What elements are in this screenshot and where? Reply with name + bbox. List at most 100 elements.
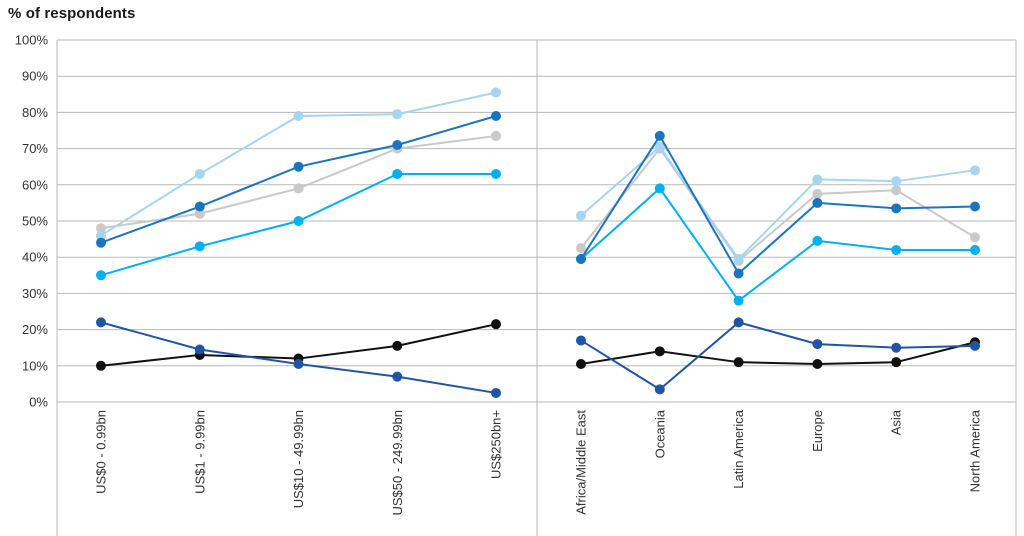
black-series-point [733, 357, 744, 368]
light-blue-series-point [576, 210, 586, 221]
gray-series-point [891, 185, 902, 196]
light-blue-series-point [970, 165, 980, 176]
black-series-point [891, 357, 902, 368]
panel-borders [56, 40, 1017, 536]
black-series-point [654, 346, 665, 357]
gray-series-point [812, 188, 823, 199]
y-axis-tick-label: 0% [29, 395, 48, 410]
light-blue-series-point [654, 141, 665, 152]
cyan-series-point [392, 168, 403, 179]
panel-2-gray-series [576, 143, 980, 266]
navy-series-point [891, 342, 902, 353]
blue-series-point [293, 161, 304, 172]
navy-series-point [812, 339, 823, 350]
y-axis-tick-label: 10% [22, 358, 48, 373]
gray-series-point [293, 183, 304, 194]
cyan-series-point [891, 244, 902, 255]
navy-series-point [970, 340, 980, 351]
panel-2-navy-series [576, 317, 980, 395]
black-series-line [580, 341, 976, 365]
blue-series-point [733, 268, 744, 279]
navy-series-point [96, 317, 106, 328]
navy-series-line [580, 321, 976, 391]
blue-series-point [891, 203, 902, 214]
black-series-point [576, 358, 586, 369]
navy-series-point [733, 317, 744, 328]
x-axis-tick-label: US$10 - 49.99bn [291, 410, 306, 508]
y-axis-tick-label: 20% [22, 322, 48, 337]
panel-1-cyan-series [96, 168, 501, 281]
light-blue-series-point [812, 174, 823, 185]
panel-1-blue-series [96, 111, 501, 248]
panel-2-blue-series [576, 130, 980, 279]
x-axis-tick-label: Europe [810, 410, 825, 452]
cyan-series-point [970, 244, 980, 255]
cyan-series-point [96, 270, 106, 281]
y-axis-tick-label: 40% [22, 250, 48, 265]
x-axis-tick-label: Oceania [652, 409, 667, 458]
y-axis-labels: 0% 10% 20% 30% 40% 50% 60% 70% 80% 90% 100% [15, 33, 49, 410]
x-axis-tick-label: US$1 - 9.99bn [192, 410, 207, 494]
blue-series-line [580, 134, 976, 276]
panel-1-light-blue-series [96, 87, 501, 241]
black-series-point [812, 358, 823, 369]
navy-series-point [654, 384, 665, 395]
navy-series-point [576, 335, 586, 346]
light-blue-series-point [392, 109, 403, 120]
cyan-series-point [654, 183, 665, 194]
x-axis-tick-label: Asia [889, 409, 904, 435]
chart-title: % of respondents [8, 5, 136, 22]
y-axis-tick-label: 50% [22, 214, 48, 229]
navy-series-point [392, 371, 403, 382]
cyan-series-point [293, 216, 304, 226]
navy-series-point [194, 344, 205, 355]
blue-series-point [970, 201, 980, 212]
light-blue-series-point [293, 111, 304, 122]
y-axis-tick-label: 100% [15, 33, 49, 48]
blue-series-point [392, 139, 403, 150]
gray-series-point [970, 232, 980, 243]
black-series-point [96, 360, 106, 371]
y-axis-tick-label: 80% [22, 105, 48, 120]
light-blue-series-point [733, 254, 744, 265]
cyan-series-point [491, 168, 501, 179]
x-axis-tick-label: US$250bn+ [489, 410, 504, 479]
x-axis-tick-label: Africa/Middle East [574, 410, 589, 515]
cyan-series-point [733, 295, 744, 306]
x-axis-tick-label: North America [968, 409, 983, 492]
blue-series-point [96, 237, 106, 248]
x-axis-labels-panel-1: US$0 - 0.99bn US$1 - 9.99bn US$10 - 49.99b… [94, 410, 504, 516]
gray-series-line [580, 146, 976, 263]
panel-2-black-series [576, 337, 980, 369]
gray-series-point [576, 243, 586, 254]
x-axis-tick-label: Latin America [731, 409, 746, 489]
panel-2-light-blue-series [576, 141, 980, 265]
y-axis-tick-label: 70% [22, 141, 48, 156]
gray-series-point [194, 208, 205, 219]
cyan-series-line [580, 186, 975, 303]
gray-series-line [100, 134, 497, 230]
blue-series-point [812, 197, 823, 208]
cyan-series-point [194, 241, 205, 252]
y-axis-tick-label: 90% [22, 69, 48, 84]
x-axis-labels-panel-2: Africa/Middle East Oceania Latin America Eu… [574, 409, 983, 515]
gray-series-point [96, 223, 106, 234]
light-blue-series-point [891, 176, 902, 187]
black-series-point [392, 340, 403, 351]
blue-series-point [491, 111, 501, 122]
navy-series-point [491, 387, 501, 398]
blue-series-point [654, 130, 665, 141]
panel-1-navy-series [96, 317, 501, 398]
light-blue-series-point [491, 87, 501, 98]
y-axis-tick-label: 30% [22, 286, 48, 301]
panel-1-black-series [96, 319, 501, 371]
blue-series-point [576, 254, 586, 265]
gray-series-point [491, 130, 501, 141]
black-series-point [491, 319, 501, 330]
navy-series-point [293, 358, 304, 369]
y-axis-tick-label: 60% [22, 177, 48, 192]
cyan-series-point [812, 235, 823, 246]
x-axis-tick-label: US$50 - 249.99bn [390, 410, 405, 516]
